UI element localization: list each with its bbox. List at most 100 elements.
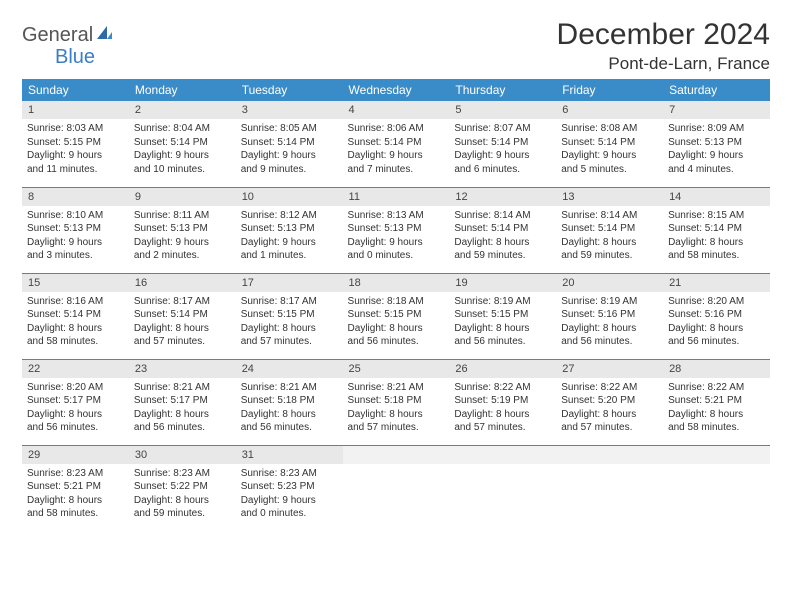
day-cell: 25Sunrise: 8:21 AMSunset: 5:18 PMDayligh…	[343, 359, 450, 445]
day-number: 3	[236, 101, 343, 119]
day-details: Sunrise: 8:21 AMSunset: 5:17 PMDaylight:…	[129, 378, 236, 438]
day-number: 19	[449, 274, 556, 292]
day-details: Sunrise: 8:15 AMSunset: 5:14 PMDaylight:…	[663, 206, 770, 266]
day-details: Sunrise: 8:16 AMSunset: 5:14 PMDaylight:…	[22, 292, 129, 352]
day-number: 13	[556, 188, 663, 206]
day-number: 31	[236, 446, 343, 464]
day-details: Sunrise: 8:11 AMSunset: 5:13 PMDaylight:…	[129, 206, 236, 266]
day-of-week-header: Saturday	[663, 79, 770, 101]
day-cell: 16Sunrise: 8:17 AMSunset: 5:14 PMDayligh…	[129, 273, 236, 359]
day-cell: 12Sunrise: 8:14 AMSunset: 5:14 PMDayligh…	[449, 187, 556, 273]
day-number: 9	[129, 188, 236, 206]
day-cell	[556, 445, 663, 531]
day-of-week-header: Thursday	[449, 79, 556, 101]
day-cell: 13Sunrise: 8:14 AMSunset: 5:14 PMDayligh…	[556, 187, 663, 273]
day-number: 21	[663, 274, 770, 292]
day-details: Sunrise: 8:21 AMSunset: 5:18 PMDaylight:…	[343, 378, 450, 438]
day-number: 20	[556, 274, 663, 292]
day-details: Sunrise: 8:23 AMSunset: 5:21 PMDaylight:…	[22, 464, 129, 524]
day-cell: 19Sunrise: 8:19 AMSunset: 5:15 PMDayligh…	[449, 273, 556, 359]
day-details: Sunrise: 8:12 AMSunset: 5:13 PMDaylight:…	[236, 206, 343, 266]
day-cell: 3Sunrise: 8:05 AMSunset: 5:14 PMDaylight…	[236, 101, 343, 187]
calendar-table: SundayMondayTuesdayWednesdayThursdayFrid…	[22, 79, 770, 531]
day-details: Sunrise: 8:19 AMSunset: 5:15 PMDaylight:…	[449, 292, 556, 352]
day-details: Sunrise: 8:19 AMSunset: 5:16 PMDaylight:…	[556, 292, 663, 352]
day-details: Sunrise: 8:14 AMSunset: 5:14 PMDaylight:…	[556, 206, 663, 266]
empty-day	[663, 446, 770, 464]
day-cell: 10Sunrise: 8:12 AMSunset: 5:13 PMDayligh…	[236, 187, 343, 273]
day-number: 15	[22, 274, 129, 292]
day-number: 12	[449, 188, 556, 206]
day-of-week-header: Sunday	[22, 79, 129, 101]
day-number: 16	[129, 274, 236, 292]
day-details: Sunrise: 8:17 AMSunset: 5:14 PMDaylight:…	[129, 292, 236, 352]
day-cell: 26Sunrise: 8:22 AMSunset: 5:19 PMDayligh…	[449, 359, 556, 445]
day-cell: 30Sunrise: 8:23 AMSunset: 5:22 PMDayligh…	[129, 445, 236, 531]
day-details: Sunrise: 8:03 AMSunset: 5:15 PMDaylight:…	[22, 119, 129, 179]
day-of-week-header: Wednesday	[343, 79, 450, 101]
day-cell: 17Sunrise: 8:17 AMSunset: 5:15 PMDayligh…	[236, 273, 343, 359]
day-details: Sunrise: 8:09 AMSunset: 5:13 PMDaylight:…	[663, 119, 770, 179]
logo-text-general: General	[22, 24, 93, 47]
day-details: Sunrise: 8:10 AMSunset: 5:13 PMDaylight:…	[22, 206, 129, 266]
empty-day	[556, 446, 663, 464]
day-number: 22	[22, 360, 129, 378]
day-details: Sunrise: 8:04 AMSunset: 5:14 PMDaylight:…	[129, 119, 236, 179]
day-number: 1	[22, 101, 129, 119]
day-details: Sunrise: 8:23 AMSunset: 5:22 PMDaylight:…	[129, 464, 236, 524]
day-of-week-header: Tuesday	[236, 79, 343, 101]
day-number: 8	[22, 188, 129, 206]
day-details: Sunrise: 8:20 AMSunset: 5:16 PMDaylight:…	[663, 292, 770, 352]
logo-text-blue: Blue	[55, 46, 95, 68]
day-cell: 28Sunrise: 8:22 AMSunset: 5:21 PMDayligh…	[663, 359, 770, 445]
day-of-week-header: Monday	[129, 79, 236, 101]
day-details: Sunrise: 8:08 AMSunset: 5:14 PMDaylight:…	[556, 119, 663, 179]
day-cell: 11Sunrise: 8:13 AMSunset: 5:13 PMDayligh…	[343, 187, 450, 273]
day-number: 6	[556, 101, 663, 119]
day-cell: 5Sunrise: 8:07 AMSunset: 5:14 PMDaylight…	[449, 101, 556, 187]
day-details: Sunrise: 8:17 AMSunset: 5:15 PMDaylight:…	[236, 292, 343, 352]
day-cell: 18Sunrise: 8:18 AMSunset: 5:15 PMDayligh…	[343, 273, 450, 359]
day-number: 4	[343, 101, 450, 119]
week-row: 8Sunrise: 8:10 AMSunset: 5:13 PMDaylight…	[22, 187, 770, 273]
day-details: Sunrise: 8:13 AMSunset: 5:13 PMDaylight:…	[343, 206, 450, 266]
logo-sail-icon	[95, 24, 113, 47]
day-cell: 29Sunrise: 8:23 AMSunset: 5:21 PMDayligh…	[22, 445, 129, 531]
day-number: 26	[449, 360, 556, 378]
day-cell: 31Sunrise: 8:23 AMSunset: 5:23 PMDayligh…	[236, 445, 343, 531]
day-cell	[663, 445, 770, 531]
day-details: Sunrise: 8:21 AMSunset: 5:18 PMDaylight:…	[236, 378, 343, 438]
day-number: 28	[663, 360, 770, 378]
day-of-week-row: SundayMondayTuesdayWednesdayThursdayFrid…	[22, 79, 770, 101]
day-cell: 14Sunrise: 8:15 AMSunset: 5:14 PMDayligh…	[663, 187, 770, 273]
day-details: Sunrise: 8:07 AMSunset: 5:14 PMDaylight:…	[449, 119, 556, 179]
day-details: Sunrise: 8:22 AMSunset: 5:20 PMDaylight:…	[556, 378, 663, 438]
day-cell: 7Sunrise: 8:09 AMSunset: 5:13 PMDaylight…	[663, 101, 770, 187]
day-details: Sunrise: 8:14 AMSunset: 5:14 PMDaylight:…	[449, 206, 556, 266]
day-cell: 9Sunrise: 8:11 AMSunset: 5:13 PMDaylight…	[129, 187, 236, 273]
day-number: 29	[22, 446, 129, 464]
day-number: 27	[556, 360, 663, 378]
week-row: 15Sunrise: 8:16 AMSunset: 5:14 PMDayligh…	[22, 273, 770, 359]
day-of-week-header: Friday	[556, 79, 663, 101]
day-number: 18	[343, 274, 450, 292]
day-details: Sunrise: 8:22 AMSunset: 5:21 PMDaylight:…	[663, 378, 770, 438]
day-details: Sunrise: 8:18 AMSunset: 5:15 PMDaylight:…	[343, 292, 450, 352]
day-cell	[449, 445, 556, 531]
day-number: 5	[449, 101, 556, 119]
day-cell: 23Sunrise: 8:21 AMSunset: 5:17 PMDayligh…	[129, 359, 236, 445]
day-details: Sunrise: 8:05 AMSunset: 5:14 PMDaylight:…	[236, 119, 343, 179]
empty-day	[343, 446, 450, 464]
day-cell: 4Sunrise: 8:06 AMSunset: 5:14 PMDaylight…	[343, 101, 450, 187]
day-number: 30	[129, 446, 236, 464]
day-number: 17	[236, 274, 343, 292]
week-row: 22Sunrise: 8:20 AMSunset: 5:17 PMDayligh…	[22, 359, 770, 445]
week-row: 1Sunrise: 8:03 AMSunset: 5:15 PMDaylight…	[22, 101, 770, 187]
day-number: 7	[663, 101, 770, 119]
day-details: Sunrise: 8:06 AMSunset: 5:14 PMDaylight:…	[343, 119, 450, 179]
day-details: Sunrise: 8:20 AMSunset: 5:17 PMDaylight:…	[22, 378, 129, 438]
day-cell	[343, 445, 450, 531]
day-cell: 2Sunrise: 8:04 AMSunset: 5:14 PMDaylight…	[129, 101, 236, 187]
day-details: Sunrise: 8:22 AMSunset: 5:19 PMDaylight:…	[449, 378, 556, 438]
empty-day	[449, 446, 556, 464]
